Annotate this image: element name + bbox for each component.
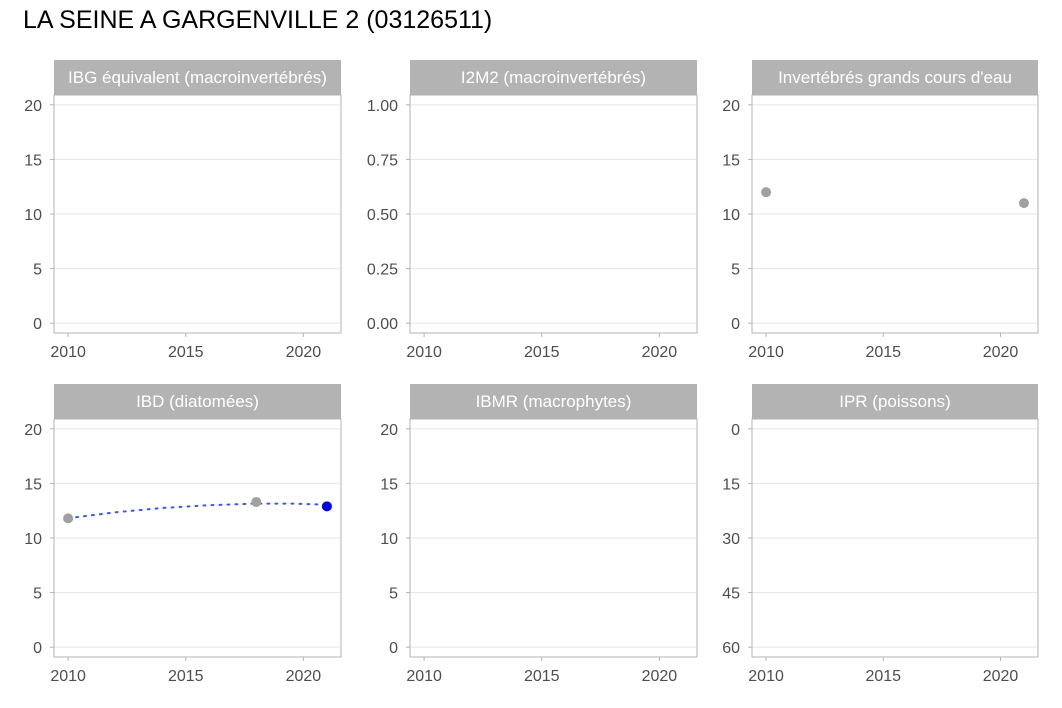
- data-point: [1018, 198, 1029, 209]
- x-tick-label: 2020: [642, 344, 678, 361]
- facet-panel-1: IBG équivalent (macroinvertébrés) 0 5 10 15 2…: [24, 60, 342, 361]
- y-tick-label: 0.00: [367, 316, 398, 333]
- x-tick-label: 2020: [286, 668, 322, 685]
- x-tick-label: 2015: [168, 668, 204, 685]
- facet-strip: [752, 60, 1038, 95]
- data-point: [63, 513, 74, 524]
- y-tick-label: 10: [24, 531, 42, 548]
- data-point: [761, 187, 772, 198]
- facet-title: IBMR (macrophytes): [476, 392, 632, 411]
- y-tick-label: 15: [722, 152, 740, 169]
- x-tick-label: 2010: [50, 668, 86, 685]
- y-tick-label: 1.00: [367, 98, 398, 115]
- facet-title: IBD (diatomées): [136, 392, 259, 411]
- x-tick-label: 2020: [983, 344, 1019, 361]
- x-tick-label: 2015: [524, 668, 560, 685]
- x-tick-label: 2020: [983, 668, 1019, 685]
- facet-strip: [410, 384, 697, 419]
- trend-line: [67, 502, 328, 520]
- y-tick-label: 10: [380, 531, 398, 548]
- x-tick-label: 2015: [865, 344, 901, 361]
- y-tick-label: 0: [731, 422, 740, 439]
- facet-panel-4: IBD (diatomées) 0 5 10 15 20 2010 2015 2020: [24, 384, 342, 685]
- x-tick-label: 2010: [406, 344, 442, 361]
- facet-strip: [752, 384, 1038, 419]
- y-tick-label: 15: [24, 476, 42, 493]
- y-tick-label: 45: [722, 586, 740, 603]
- y-tick-label: 0: [33, 316, 42, 333]
- page-title: LA SEINE A GARGENVILLE 2 (03126511): [23, 6, 493, 34]
- facet-panel-3: Invertébrés grands cours d'eau0510152020…: [722, 60, 1039, 361]
- y-tick-label: 5: [33, 586, 42, 603]
- data-point-latest: [321, 501, 332, 512]
- y-tick-label: 15: [722, 476, 740, 493]
- y-tick-label: 15: [380, 476, 398, 493]
- y-tick-label: 20: [24, 422, 42, 439]
- x-tick-label: 2020: [642, 668, 678, 685]
- x-tick-label: 2015: [168, 344, 204, 361]
- y-tick-label: 0: [731, 316, 740, 333]
- facet-strip: [54, 384, 341, 419]
- facet-strip: [54, 60, 341, 95]
- facet-title: IPR (poissons): [839, 392, 950, 411]
- x-tick-label: 2015: [865, 668, 901, 685]
- y-tick-label: 10: [722, 207, 740, 224]
- y-tick-label: 20: [380, 422, 398, 439]
- y-tick-label: 60: [722, 640, 740, 657]
- facet-panel-2: I2M2 (macroinvertébrés) 0.00 0.25 0.50 0.75 1…: [367, 60, 698, 361]
- y-tick-label: 5: [731, 262, 740, 279]
- data-point: [251, 496, 262, 507]
- facet-title: Invertébrés grands cours d'eau: [778, 68, 1012, 87]
- x-tick-label: 2010: [748, 344, 784, 361]
- facet-strip: [410, 60, 697, 95]
- y-tick-label: 0: [33, 640, 42, 657]
- y-tick-label: 0.25: [367, 262, 398, 279]
- y-tick-label: 0.50: [367, 207, 398, 224]
- x-tick-label: 2010: [50, 344, 86, 361]
- y-tick-label: 0.75: [367, 152, 398, 169]
- facet-panel-6: IPR (poissons) 0 15 30 45 60 2010 2015 2020: [722, 384, 1039, 685]
- y-tick-label: 5: [33, 262, 42, 279]
- y-tick-label: 15: [24, 152, 42, 169]
- y-tick-label: 5: [389, 586, 398, 603]
- facet-panel-5: IBMR (macrophytes) 0 5 10 15 20 2010 2015 2020: [380, 384, 698, 685]
- y-tick-label: 10: [24, 207, 42, 224]
- y-tick-label: 0: [389, 640, 398, 657]
- x-tick-label: 2015: [524, 344, 560, 361]
- facet-title: IBG équivalent (macroinvertébrés): [68, 68, 327, 87]
- y-tick-label: 20: [24, 98, 42, 115]
- x-tick-label: 2010: [748, 668, 784, 685]
- y-tick-label: 30: [722, 531, 740, 548]
- y-tick-label: 20: [722, 98, 740, 115]
- facet-title: I2M2 (macroinvertébrés): [461, 68, 646, 87]
- x-tick-label: 2010: [406, 668, 442, 685]
- x-tick-label: 2020: [286, 344, 322, 361]
